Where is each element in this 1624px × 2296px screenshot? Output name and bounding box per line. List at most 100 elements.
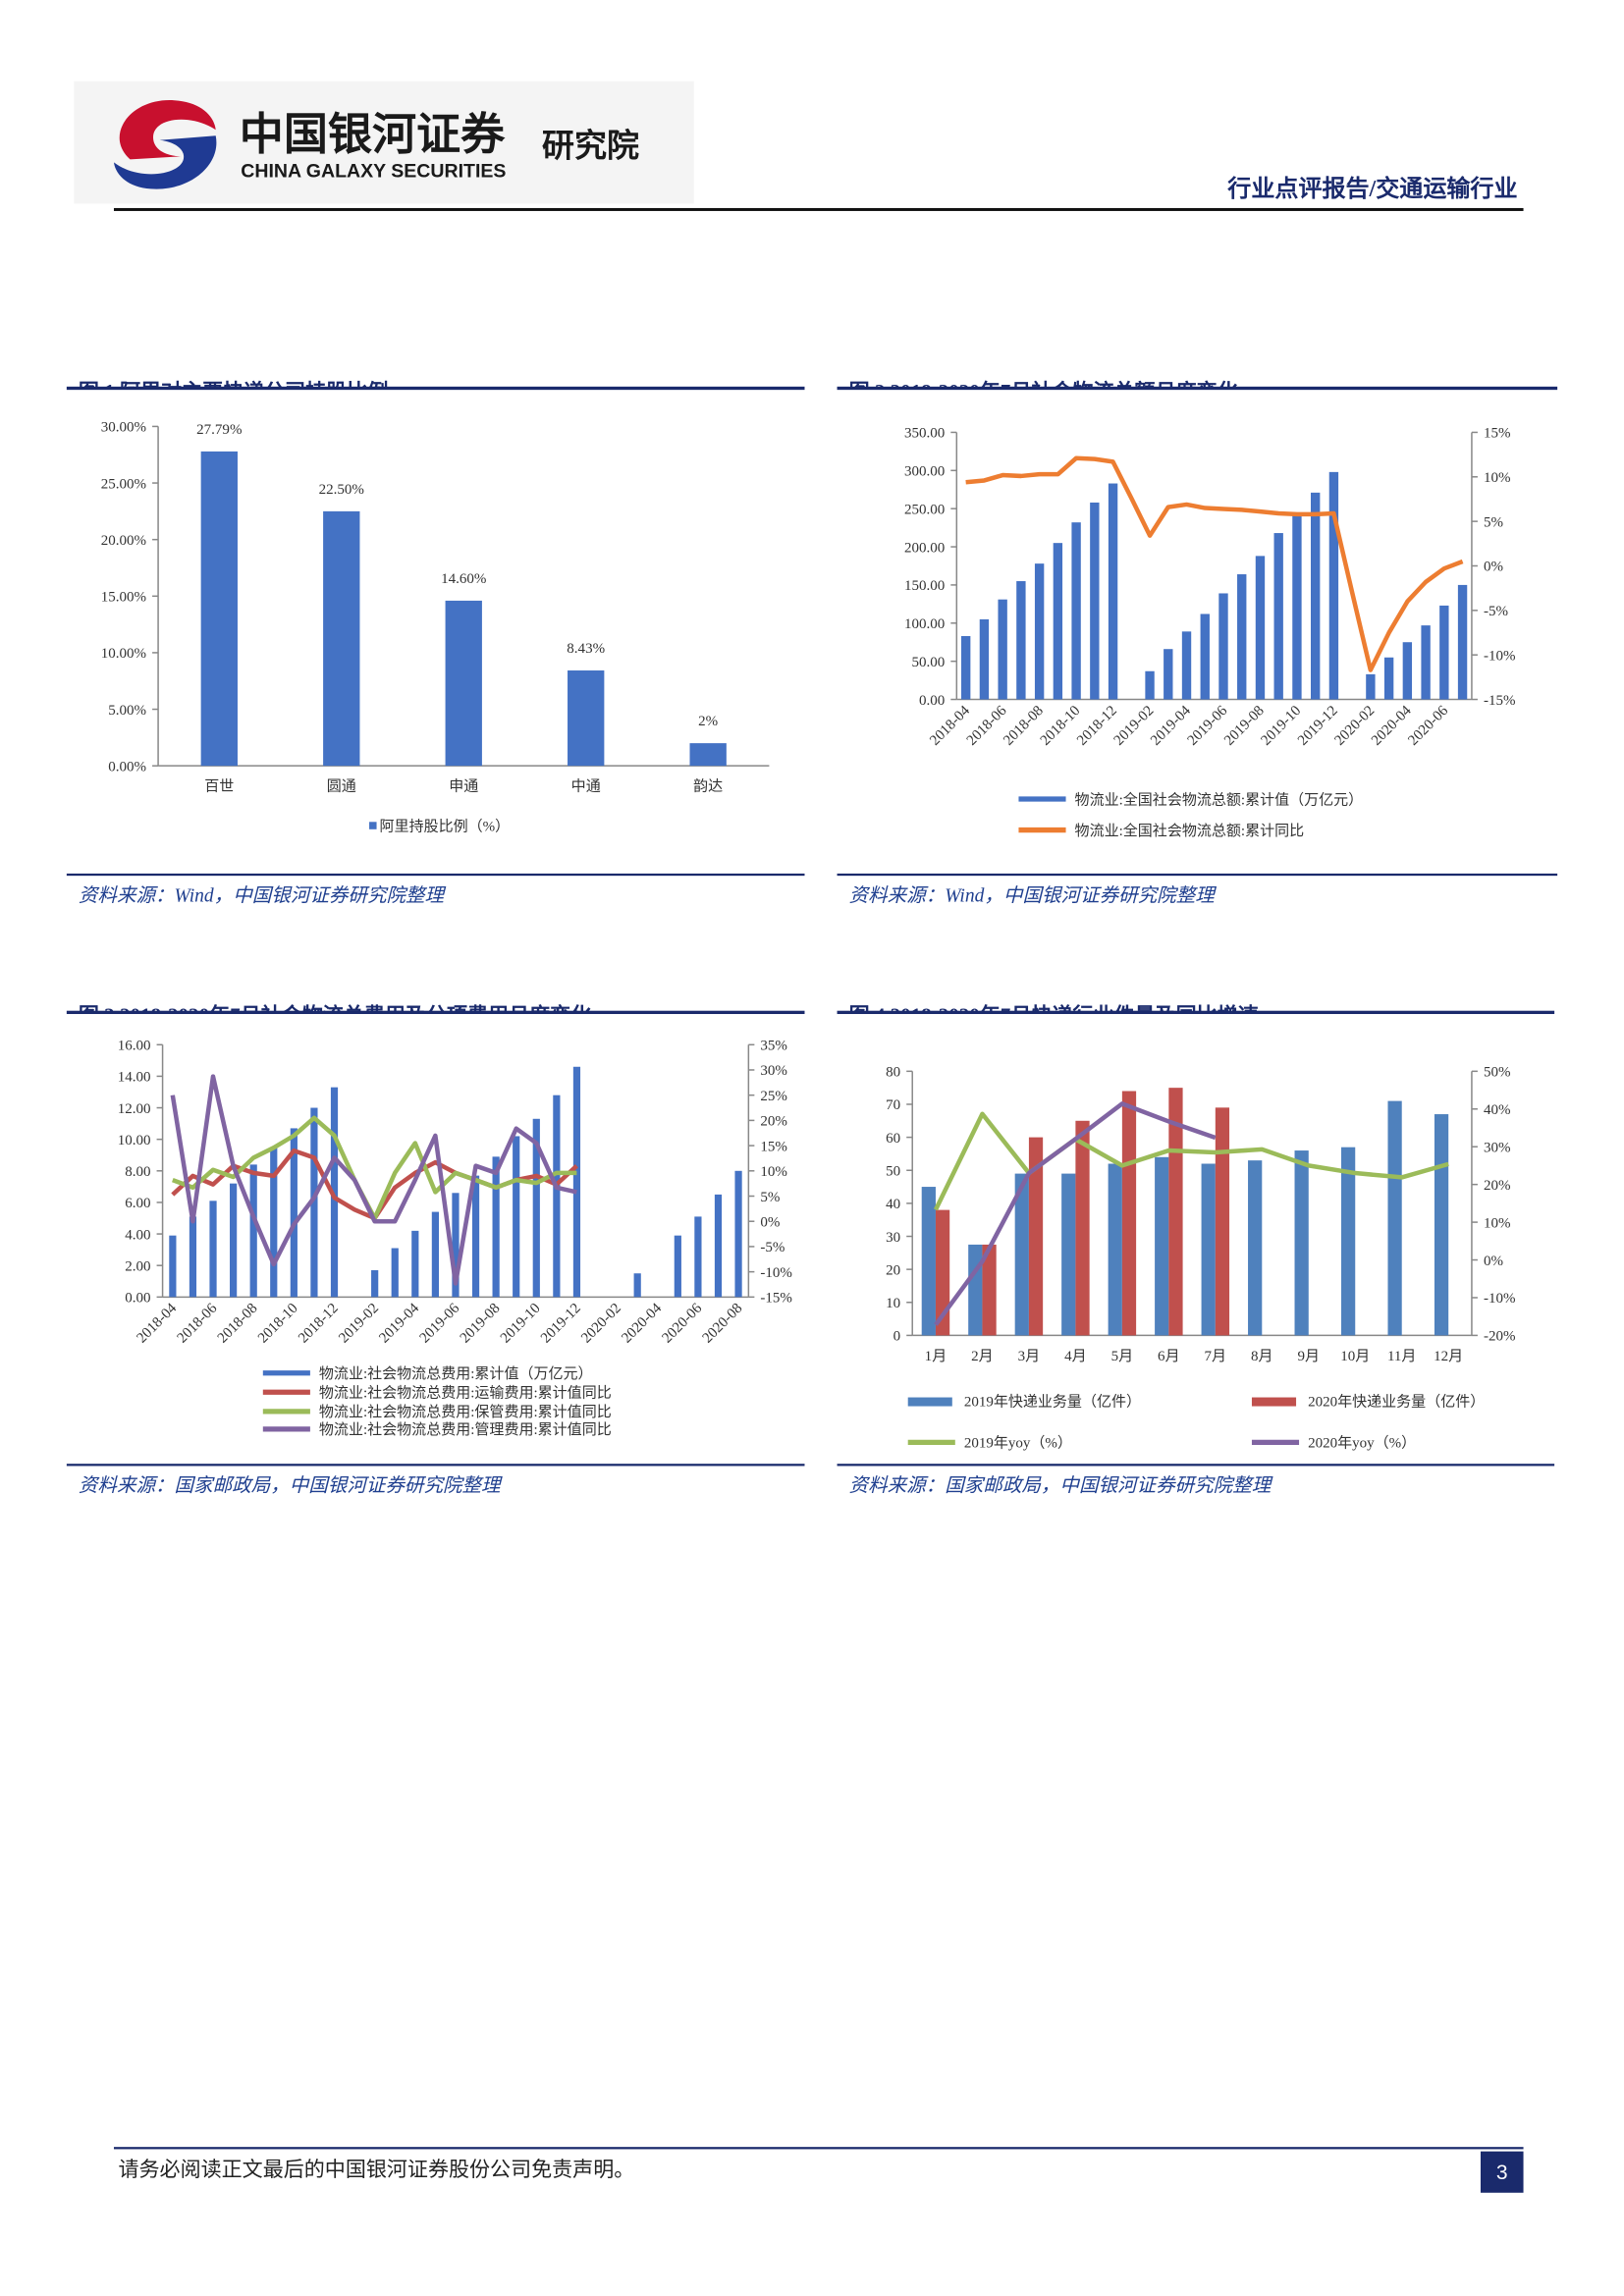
y-tick-label: 20 xyxy=(886,1262,900,1278)
x-tick-label: 2019-12 xyxy=(1295,703,1341,749)
y2-tick-label: 10% xyxy=(760,1164,787,1180)
x-tick-label: 2018-10 xyxy=(255,1301,301,1347)
y-tick-label: 150.00 xyxy=(904,578,945,594)
legend-swatch xyxy=(369,822,377,829)
page-number: 3 xyxy=(1496,2162,1508,2184)
bar xyxy=(1028,1137,1044,1336)
bar xyxy=(1248,1160,1263,1336)
y-tick-label: 6.00 xyxy=(125,1196,150,1211)
disclaimer: 请务必阅读正文最后的中国银河证券股份公司免责声明。 xyxy=(118,2158,634,2181)
y2-tick-label: -5% xyxy=(760,1240,785,1255)
bar xyxy=(391,1248,399,1298)
bar xyxy=(1294,1150,1309,1336)
bar xyxy=(1273,533,1283,700)
x-tick-label: 2020-08 xyxy=(700,1301,746,1347)
x-tick-label: 2020-04 xyxy=(619,1301,665,1347)
legend-label: 阿里持股比例（%） xyxy=(380,818,511,834)
bar xyxy=(1075,1120,1090,1336)
legend-label: 2020年快递业务量（亿件） xyxy=(1308,1394,1485,1411)
bar xyxy=(1200,614,1210,700)
report-type: 行业点评报告/交通运输行业 xyxy=(1226,175,1517,202)
y2-tick-label: -10% xyxy=(760,1265,792,1281)
x-tick-label: 2020-06 xyxy=(1405,703,1451,749)
bar xyxy=(1061,1173,1076,1336)
bar xyxy=(1457,584,1468,700)
y2-tick-label: 30% xyxy=(1484,1140,1511,1155)
bar xyxy=(532,1118,540,1298)
brand-en: CHINA GALAXY SECURITIES xyxy=(241,160,506,182)
y2-tick-label: 20% xyxy=(760,1114,787,1130)
x-tick-label: 2018-12 xyxy=(1074,703,1120,749)
figure-top-rule xyxy=(837,1010,1555,1015)
x-tick-label: 1月 xyxy=(925,1349,947,1364)
y2-tick-label: 30% xyxy=(760,1063,787,1079)
legend-label: 物流业:全国社会物流总额:累计值（万亿元） xyxy=(1075,790,1364,808)
y-tick-label: 70 xyxy=(886,1097,900,1113)
bar xyxy=(1434,1114,1449,1336)
bar xyxy=(230,1183,238,1298)
y-tick-label: 0.00 xyxy=(919,693,945,709)
bar xyxy=(1053,543,1063,700)
bar xyxy=(249,1164,257,1298)
x-tick-label: 6月 xyxy=(1158,1349,1180,1364)
bar xyxy=(189,1216,197,1298)
bar xyxy=(1108,1163,1122,1336)
bar xyxy=(1215,1107,1230,1336)
x-tick-label: 2019-06 xyxy=(1185,703,1231,749)
y-tick-label: 25.00% xyxy=(101,476,146,492)
bar xyxy=(968,1244,983,1336)
bar xyxy=(1121,1091,1137,1336)
x-tick-label: 2019-12 xyxy=(538,1301,584,1347)
bar xyxy=(1292,512,1302,700)
bar xyxy=(1255,556,1266,700)
bar xyxy=(935,1209,950,1336)
bar xyxy=(1310,492,1321,700)
y2-tick-label: -5% xyxy=(1484,604,1508,619)
x-tick-label: 2018-06 xyxy=(964,703,1010,749)
y2-tick-label: 10% xyxy=(1484,1215,1511,1231)
bar xyxy=(694,1216,702,1298)
x-tick-label: 11月 xyxy=(1387,1349,1416,1364)
bar xyxy=(1090,502,1100,700)
x-tick-label: 圆通 xyxy=(327,778,356,795)
bar xyxy=(431,1211,439,1298)
bar xyxy=(169,1235,177,1298)
x-tick-label: 9月 xyxy=(1298,1349,1321,1364)
bar xyxy=(633,1273,641,1298)
figure-top-rule xyxy=(66,1010,805,1015)
x-tick-label: 2018-10 xyxy=(1038,703,1084,749)
x-tick-label: 2019-02 xyxy=(1111,703,1158,749)
legend-swatch xyxy=(907,1397,952,1407)
line-series xyxy=(933,1111,1449,1211)
bar xyxy=(209,1201,217,1298)
footer-rule xyxy=(113,2147,1524,2150)
figure-bottom-rule xyxy=(66,873,805,877)
bar xyxy=(734,1170,742,1298)
legend-label: 2020年yoy（%） xyxy=(1308,1435,1416,1452)
bar xyxy=(290,1128,298,1298)
figure-bottom-rule xyxy=(837,873,1558,877)
bar xyxy=(553,1095,561,1298)
bar xyxy=(323,510,360,767)
y2-tick-label: 25% xyxy=(760,1089,787,1104)
y-tick-label: 50.00 xyxy=(911,655,945,670)
bar xyxy=(714,1194,723,1298)
legend-label: 2019年快递业务量（亿件） xyxy=(964,1394,1141,1411)
x-tick-label: 10月 xyxy=(1340,1349,1370,1364)
y-tick-label: 30 xyxy=(886,1230,900,1246)
line-series xyxy=(965,455,1464,672)
bar xyxy=(492,1156,500,1298)
y-tick-label: 40 xyxy=(886,1197,900,1212)
x-tick-label: 2018-04 xyxy=(927,703,973,749)
x-tick-label: 2018-04 xyxy=(135,1301,181,1347)
y-tick-label: 250.00 xyxy=(904,502,945,517)
bar xyxy=(200,451,238,767)
bar xyxy=(1016,581,1026,700)
bar xyxy=(998,599,1007,700)
y2-tick-label: 0% xyxy=(760,1214,780,1230)
x-tick-label: 2020-02 xyxy=(578,1301,624,1347)
bar xyxy=(1383,657,1394,700)
y-tick-label: 15.00% xyxy=(101,590,146,606)
x-tick-label: 2019-02 xyxy=(336,1301,382,1347)
bar xyxy=(982,1244,997,1336)
